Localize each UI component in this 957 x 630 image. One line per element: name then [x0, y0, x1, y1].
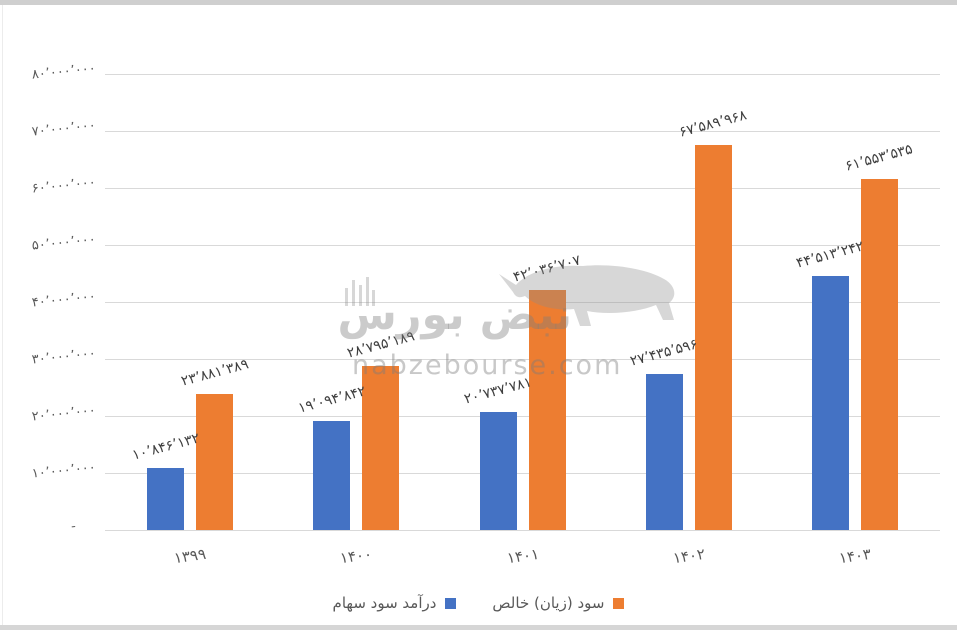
- bottom-border: [0, 625, 957, 630]
- dividend_income-bar-۱۳۹۹: [147, 468, 185, 530]
- x-axis-category-label: ۱۴۰۰: [339, 544, 374, 568]
- y-axis-tick-label: ۷۰٬۰۰۰٬۰۰۰: [31, 118, 97, 140]
- gridline: [105, 302, 940, 303]
- dividend_income-bar-۱۴۰۲: [645, 373, 683, 530]
- y-axis-tick-label: ۱۰٬۰۰۰٬۰۰۰: [31, 460, 97, 482]
- net-profit-swatch-icon: [613, 597, 625, 609]
- gridline: [105, 74, 940, 75]
- legend: درآمد سود سهام سود (زیان) خالص: [0, 590, 957, 616]
- legend-item-net-profit: سود (زیان) خالص: [492, 594, 625, 612]
- gridline: [105, 416, 940, 417]
- net_profit_loss-bar-۱۴۰۳: [860, 179, 898, 530]
- top-border: [0, 0, 957, 5]
- gridline: [105, 359, 940, 360]
- gridline: [105, 245, 940, 246]
- dividend_income-bar-۱۴۰۰: [313, 421, 351, 530]
- net_profit_loss-bar-۱۴۰۲: [694, 144, 732, 530]
- legend-item-dividend-income: درآمد سود سهام: [333, 594, 457, 612]
- net_profit_loss-bar-۱۴۰۰: [362, 365, 400, 530]
- x-axis-category-label: ۱۴۰۱: [505, 544, 540, 568]
- gridline: [105, 473, 940, 474]
- net_profit_loss-bar-۱۳۹۹: [196, 393, 234, 530]
- y-axis-tick-label: ۴۰٬۰۰۰٬۰۰۰: [31, 289, 97, 311]
- left-border: [2, 5, 3, 625]
- y-axis-tick-label: ۵۰٬۰۰۰٬۰۰۰: [31, 232, 97, 254]
- gridline: [105, 131, 940, 132]
- x-axis-category-label: ۱۴۰۲: [671, 544, 706, 568]
- x-axis-category-label: ۱۴۰۳: [837, 544, 873, 568]
- gridline: [105, 530, 940, 531]
- legend-label-dividend-income: درآمد سود سهام: [332, 594, 437, 612]
- gridline: [105, 188, 940, 189]
- dividend_income-bar-۱۴۰۱: [479, 411, 517, 530]
- y-axis-tick-label: ۶۰٬۰۰۰٬۰۰۰: [31, 175, 97, 197]
- x-axis-category-label: ۱۳۹۹: [172, 544, 208, 568]
- y-axis-tick-label: ۳۰٬۰۰۰٬۰۰۰: [31, 346, 97, 368]
- y-axis-tick-label: ۲۰٬۰۰۰٬۰۰۰: [31, 403, 97, 425]
- y-axis-tick-label: -: [70, 519, 77, 535]
- y-axis-tick-label: ۸۰٬۰۰۰٬۰۰۰: [31, 61, 97, 83]
- net_profit_loss-bar-۱۴۰۱: [528, 290, 566, 530]
- dividend-income-swatch-icon: [445, 597, 457, 609]
- dividend_income-bar-۱۴۰۳: [811, 276, 849, 530]
- legend-label-net-profit: سود (زیان) خالص: [492, 594, 605, 612]
